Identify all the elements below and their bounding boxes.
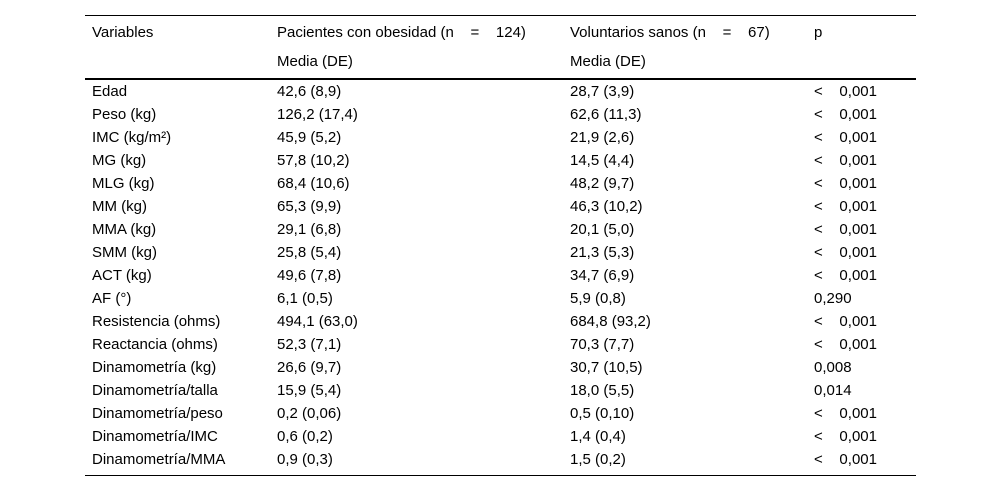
- cell-healthy-mean-de: 48,2 (9,7): [570, 175, 635, 192]
- cell-variable-name: MMA (kg): [92, 221, 157, 238]
- cell-p-value: < 0,001: [814, 129, 877, 146]
- col-header-p: p: [810, 15, 916, 44]
- cell-p-value: < 0,001: [814, 175, 877, 192]
- cell-obese-mean-de: 25,8 (5,4): [277, 244, 342, 261]
- table-row: MLG (kg) 68,4 (10,6) 48,2 (9,7) < 0,001: [85, 172, 916, 195]
- cell-obese-mean-de: 126,2 (17,4): [277, 106, 358, 123]
- cell-obese-mean-de: 15,9 (5,4): [277, 382, 342, 399]
- table-row: AF (°) 6,1 (0,5) 5,9 (0,8) 0,290: [85, 287, 916, 310]
- cell-obese-mean-de: 29,1 (6,8): [277, 221, 342, 238]
- cell-p-value: 0,014: [814, 382, 852, 399]
- cell-variable-name: Resistencia (ohms): [92, 313, 221, 330]
- cell-p-value: < 0,001: [810, 448, 916, 476]
- table-row: MMA (kg) 29,1 (6,8) 20,1 (5,0) < 0,001: [85, 218, 916, 241]
- cell-variable-name: MG (kg): [92, 152, 147, 169]
- cell-obese-mean-de: 65,3 (9,9): [277, 198, 342, 215]
- col-header-healthy-group: Voluntarios sanos (n = 67): [570, 15, 810, 44]
- table-row: ACT (kg) 49,6 (7,8) 34,7 (6,9) < 0,001: [85, 264, 916, 287]
- cell-variable-name: Dinamometría/talla: [92, 382, 218, 399]
- cell-healthy-mean-de: 30,7 (10,5): [570, 359, 643, 376]
- cell-variable-name: Edad: [92, 83, 128, 100]
- table-row: Dinamometría/IMC 0,6 (0,2) 1,4 (0,4) < 0…: [85, 425, 916, 448]
- cell-healthy-mean-de: 21,3 (5,3): [570, 244, 635, 261]
- cell-p-value: < 0,001: [814, 198, 877, 215]
- header-row-groups: Variables Pacientes con obesidad (n = 12…: [85, 15, 916, 44]
- subheader-variables-empty: [85, 44, 277, 80]
- cell-healthy-mean-de: 684,8 (93,2): [570, 313, 651, 330]
- cell-p-value: < 0,001: [814, 336, 877, 353]
- col-header-obese-group: Pacientes con obesidad (n = 124): [277, 15, 570, 44]
- cell-variable-name: MLG (kg): [92, 175, 155, 192]
- table-row: Dinamometría/peso 0,2 (0,06) 0,5 (0,10) …: [85, 402, 916, 425]
- table-row: Dinamometría/MMA 0,9 (0,3) 1,5 (0,2) < 0…: [85, 448, 916, 476]
- cell-obese-mean-de: 49,6 (7,8): [277, 267, 342, 284]
- table-row: IMC (kg/m²) 45,9 (5,2) 21,9 (2,6) < 0,00…: [85, 126, 916, 149]
- cell-p-value: < 0,001: [814, 244, 877, 261]
- cell-variable-name: MM (kg): [92, 198, 147, 215]
- cell-variable-name: Dinamometría (kg): [92, 359, 217, 376]
- cell-p-value: < 0,001: [814, 313, 877, 330]
- cell-variable-name: Dinamometría/peso: [92, 405, 223, 422]
- cell-healthy-mean-de: 1,4 (0,4): [570, 428, 626, 445]
- cell-healthy-mean-de: 5,9 (0,8): [570, 290, 626, 307]
- table-row: MM (kg) 65,3 (9,9) 46,3 (10,2) < 0,001: [85, 195, 916, 218]
- cell-p-value: < 0,001: [814, 221, 877, 238]
- header-row-subheaders: Media (DE) Media (DE): [85, 44, 916, 80]
- cell-obese-mean-de: 52,3 (7,1): [277, 336, 342, 353]
- cell-p-value: < 0,001: [814, 152, 877, 169]
- table-body: Edad 42,6 (8,9) 28,7 (3,9) < 0,001 Peso …: [85, 79, 916, 476]
- cell-healthy-mean-de: 1,5 (0,2): [570, 448, 810, 476]
- cell-obese-mean-de: 0,6 (0,2): [277, 428, 333, 445]
- cell-obese-mean-de: 45,9 (5,2): [277, 129, 342, 146]
- cell-variable-name: Peso (kg): [92, 106, 157, 123]
- cell-p-value: 0,008: [814, 359, 852, 376]
- table-row: Reactancia (ohms) 52,3 (7,1) 70,3 (7,7) …: [85, 333, 916, 356]
- subheader-healthy-media-de: Media (DE): [570, 44, 810, 80]
- cell-obese-mean-de: 0,2 (0,06): [277, 405, 342, 422]
- table-header: Variables Pacientes con obesidad (n = 12…: [85, 15, 916, 80]
- cell-obese-mean-de: 26,6 (9,7): [277, 359, 342, 376]
- cell-obese-mean-de: 68,4 (10,6): [277, 175, 350, 192]
- table-row: Dinamometría/talla 15,9 (5,4) 18,0 (5,5)…: [85, 379, 916, 402]
- table-row: MG (kg) 57,8 (10,2) 14,5 (4,4) < 0,001: [85, 149, 916, 172]
- cell-variable-name: SMM (kg): [92, 244, 157, 261]
- cell-healthy-mean-de: 0,5 (0,10): [570, 405, 635, 422]
- cell-obese-mean-de: 494,1 (63,0): [277, 313, 358, 330]
- cell-healthy-mean-de: 34,7 (6,9): [570, 267, 635, 284]
- cell-p-value: < 0,001: [814, 106, 877, 123]
- cell-healthy-mean-de: 20,1 (5,0): [570, 221, 635, 238]
- cell-variable-name: ACT (kg): [92, 267, 152, 284]
- subheader-p-empty: [810, 44, 916, 80]
- cell-healthy-mean-de: 70,3 (7,7): [570, 336, 635, 353]
- cell-healthy-mean-de: 28,7 (3,9): [570, 83, 635, 100]
- cell-obese-mean-de: 42,6 (8,9): [277, 83, 342, 100]
- table-row: Dinamometría (kg) 26,6 (9,7) 30,7 (10,5)…: [85, 356, 916, 379]
- cell-healthy-mean-de: 21,9 (2,6): [570, 129, 635, 146]
- cell-variable-name: AF (°): [92, 290, 132, 307]
- cell-p-value: < 0,001: [814, 267, 877, 284]
- table-row: Edad 42,6 (8,9) 28,7 (3,9) < 0,001: [85, 79, 916, 103]
- table-row: Peso (kg) 126,2 (17,4) 62,6 (11,3) < 0,0…: [85, 103, 916, 126]
- cell-p-value: < 0,001: [814, 428, 877, 445]
- comparison-table: Variables Pacientes con obesidad (n = 12…: [85, 15, 916, 476]
- subheader-obese-media-de: Media (DE): [277, 44, 570, 80]
- cell-healthy-mean-de: 62,6 (11,3): [570, 106, 642, 123]
- cell-p-value: < 0,001: [814, 405, 877, 422]
- cell-p-value: < 0,001: [814, 83, 877, 100]
- cell-variable-name: Dinamometría/MMA: [85, 448, 277, 476]
- cell-healthy-mean-de: 18,0 (5,5): [570, 382, 635, 399]
- cell-variable-name: Dinamometría/IMC: [92, 428, 218, 445]
- cell-obese-mean-de: 0,9 (0,3): [277, 448, 570, 476]
- cell-obese-mean-de: 57,8 (10,2): [277, 152, 350, 169]
- table-row: SMM (kg) 25,8 (5,4) 21,3 (5,3) < 0,001: [85, 241, 916, 264]
- cell-p-value: 0,290: [814, 290, 852, 307]
- cell-variable-name: IMC (kg/m²): [92, 129, 172, 146]
- cell-obese-mean-de: 6,1 (0,5): [277, 290, 333, 307]
- col-header-variables: Variables: [85, 15, 277, 44]
- table-row: Resistencia (ohms) 494,1 (63,0) 684,8 (9…: [85, 310, 916, 333]
- cell-healthy-mean-de: 14,5 (4,4): [570, 152, 635, 169]
- cell-healthy-mean-de: 46,3 (10,2): [570, 198, 643, 215]
- cell-variable-name: Reactancia (ohms): [92, 336, 218, 353]
